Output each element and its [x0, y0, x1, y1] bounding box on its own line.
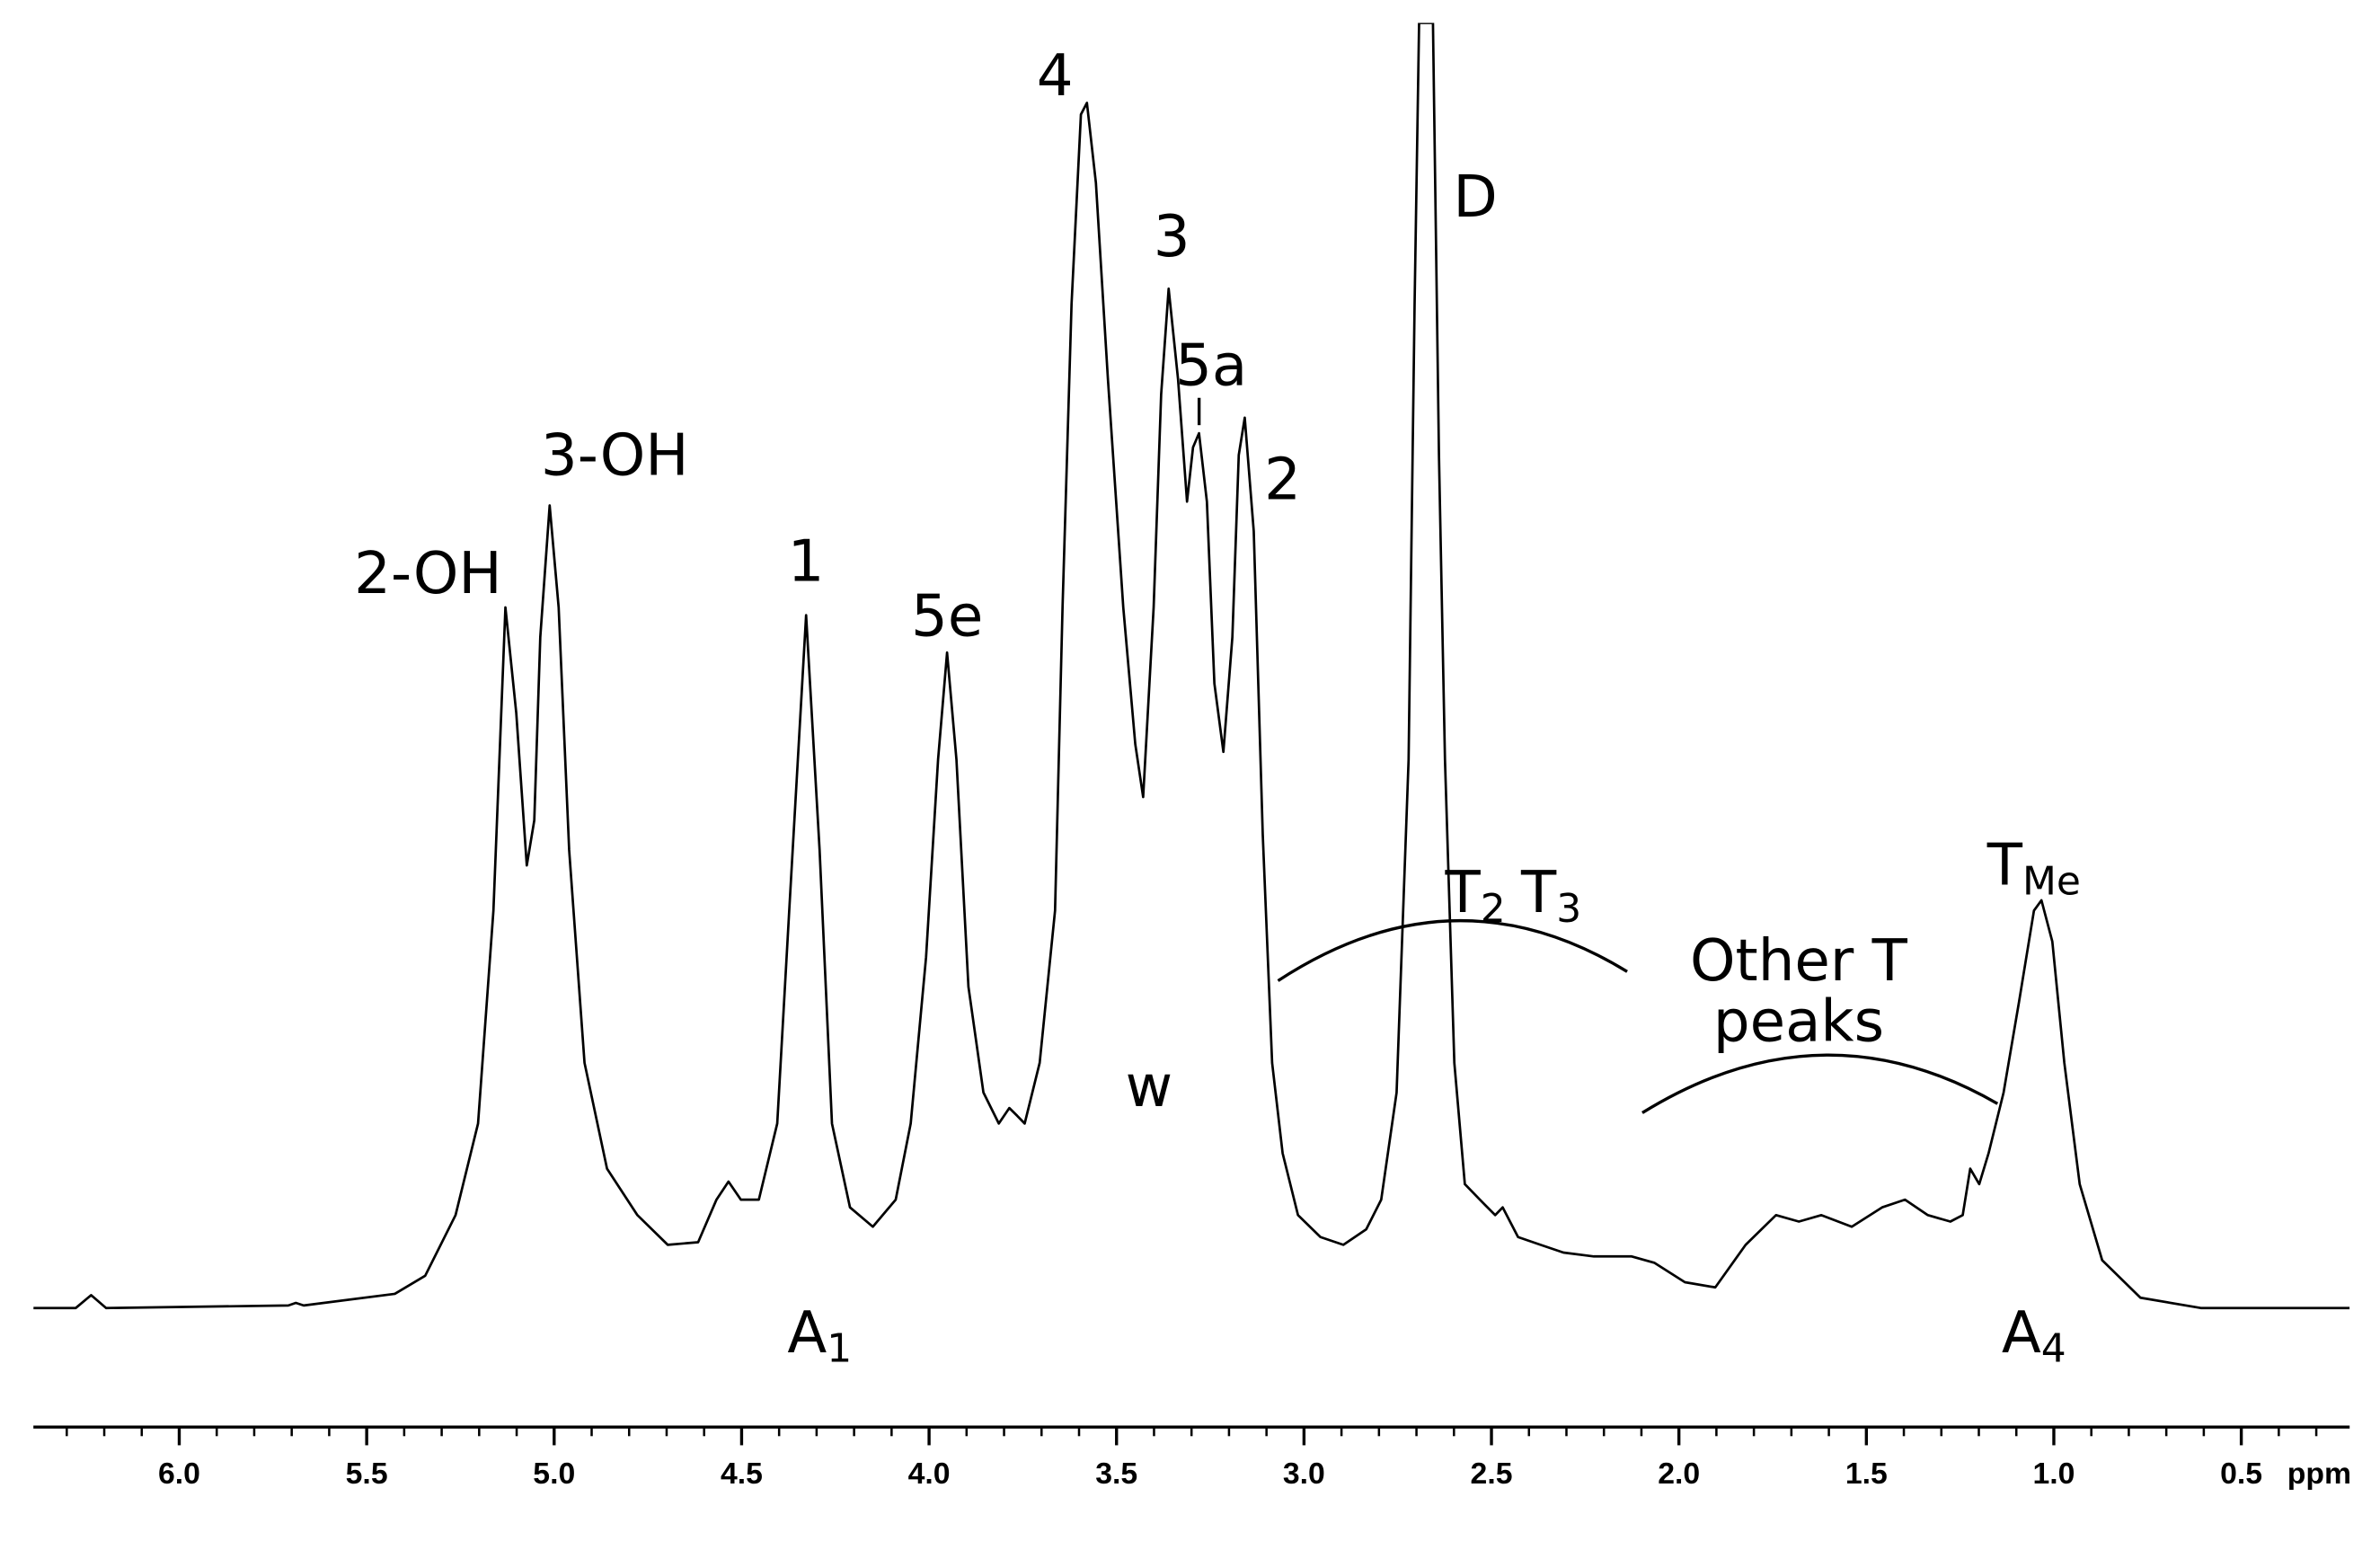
annotation-text: Other T: [1690, 926, 1908, 994]
x-axis-label: ppm: [2287, 1457, 2351, 1491]
annotation-subscript: 3: [1556, 886, 1581, 932]
annotation-text: T: [1520, 858, 1557, 925]
annotation: T2: [1445, 858, 1506, 931]
x-tick-label: 4.0: [908, 1457, 951, 1491]
x-tick-label: 5.0: [533, 1457, 575, 1491]
annotation: 2-OH: [354, 540, 502, 607]
other-t-arc: [1641, 1053, 1999, 1114]
t2t3-arc: [1277, 918, 1628, 982]
annotation-text: A: [787, 1298, 827, 1366]
x-tick-label: 4.5: [721, 1457, 763, 1491]
annotation-text: T: [1445, 858, 1482, 925]
annotation: 4: [1037, 42, 1074, 110]
annotation-subscript: 4: [2041, 1326, 2066, 1372]
annotation-text: A: [2002, 1298, 2041, 1366]
annotation-subscript: 2: [1481, 886, 1506, 932]
annotation: A1: [787, 1298, 852, 1371]
annotation-text: 5a: [1175, 332, 1247, 399]
annotation: 3: [1154, 203, 1190, 270]
annotation-text: 3: [1154, 203, 1190, 270]
x-tick-label: 3.5: [1095, 1457, 1137, 1491]
annotation: 5a: [1175, 332, 1247, 399]
annotation-text: 4: [1037, 42, 1074, 110]
annotation: T3: [1520, 858, 1581, 931]
annotation: D: [1453, 164, 1497, 231]
annotation: peaks: [1713, 987, 1884, 1055]
x-tick-label: 6.0: [158, 1457, 200, 1491]
x-tick-label: 2.0: [1658, 1457, 1700, 1491]
annotation-subscript: 1: [827, 1326, 852, 1372]
annotation-text: peaks: [1713, 987, 1884, 1055]
x-tick-label: 5.5: [346, 1457, 388, 1491]
annotation: 2: [1264, 446, 1301, 513]
annotation: 3-OH: [541, 421, 689, 489]
x-tick-label: 0.5: [2220, 1457, 2262, 1491]
annotation: Other T: [1690, 926, 1908, 994]
spectrum-line: [33, 22, 2350, 1310]
annotation-text: 2-OH: [354, 540, 502, 607]
annotation-subscript: Me: [2022, 858, 2081, 904]
annotation: TMe: [1986, 831, 2081, 904]
x-tick-label: 2.5: [1471, 1457, 1513, 1491]
annotation-text: D: [1453, 164, 1497, 231]
annotation-text: 2: [1264, 446, 1301, 513]
annotation-text: 1: [788, 527, 825, 595]
x-tick-label: 3.0: [1283, 1457, 1325, 1491]
x-tick-label: 1.0: [2032, 1457, 2075, 1491]
x-tick-label: 1.5: [1845, 1457, 1888, 1491]
annotation-text: 5e: [911, 582, 983, 650]
annotation-text: 3-OH: [541, 421, 689, 489]
annotation: 1: [788, 527, 825, 595]
annotation-text: w: [1126, 1053, 1173, 1120]
annotation: A4: [2002, 1298, 2066, 1371]
annotation-text: T: [1986, 831, 2023, 899]
annotation: w: [1126, 1053, 1173, 1120]
annotation: 5e: [911, 582, 983, 650]
